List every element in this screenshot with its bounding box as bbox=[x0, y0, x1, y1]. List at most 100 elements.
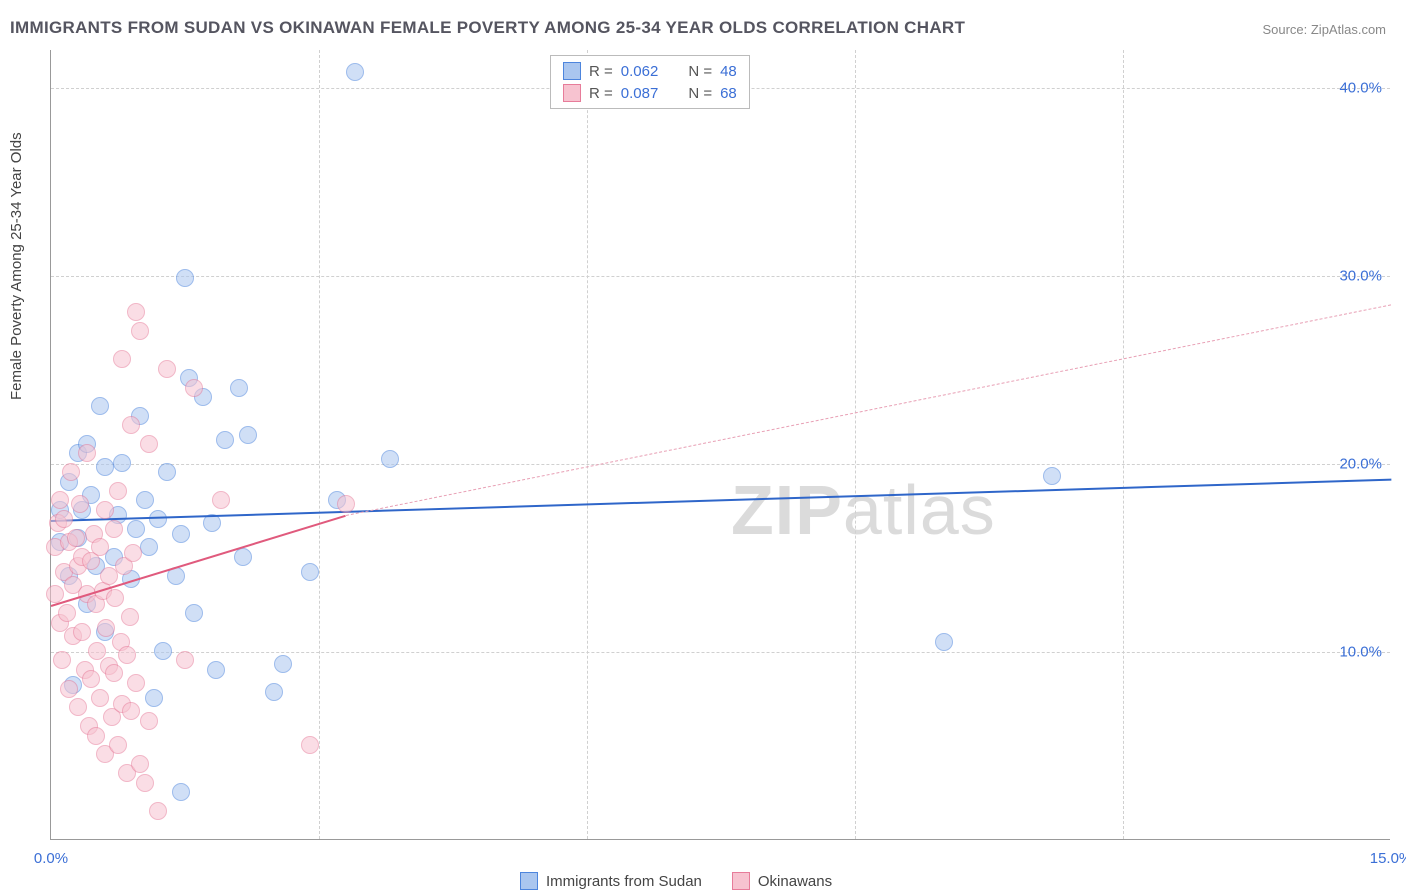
scatter-point bbox=[136, 774, 154, 792]
scatter-point bbox=[109, 482, 127, 500]
scatter-point bbox=[71, 495, 89, 513]
scatter-point bbox=[154, 642, 172, 660]
scatter-point bbox=[176, 269, 194, 287]
scatter-point bbox=[216, 431, 234, 449]
scatter-point bbox=[96, 458, 114, 476]
scatter-point bbox=[113, 350, 131, 368]
source-label: Source: ZipAtlas.com bbox=[1262, 22, 1386, 37]
y-tick-label: 30.0% bbox=[1339, 267, 1382, 284]
scatter-point bbox=[96, 501, 114, 519]
legend-n-value: 48 bbox=[720, 63, 737, 80]
scatter-point bbox=[274, 655, 292, 673]
scatter-point bbox=[935, 633, 953, 651]
scatter-point bbox=[127, 674, 145, 692]
legend-n-value: 68 bbox=[720, 85, 737, 102]
scatter-point bbox=[381, 450, 399, 468]
scatter-point bbox=[124, 544, 142, 562]
scatter-point bbox=[140, 538, 158, 556]
scatter-point bbox=[105, 520, 123, 538]
scatter-point bbox=[106, 589, 124, 607]
legend-r-label: R = bbox=[589, 85, 613, 102]
scatter-point bbox=[346, 63, 364, 81]
scatter-point bbox=[265, 683, 283, 701]
legend-r-label: R = bbox=[589, 63, 613, 80]
scatter-point bbox=[122, 416, 140, 434]
chart-plot-area: ZIPatlas 10.0%20.0%30.0%40.0%0.0%15.0% bbox=[50, 50, 1390, 840]
scatter-point bbox=[158, 360, 176, 378]
scatter-point bbox=[140, 435, 158, 453]
scatter-point bbox=[60, 680, 78, 698]
scatter-point bbox=[230, 379, 248, 397]
x-tick-label: 0.0% bbox=[34, 850, 68, 867]
scatter-point bbox=[58, 604, 76, 622]
legend-series-item: Immigrants from Sudan bbox=[520, 872, 702, 890]
grid-line-horizontal bbox=[51, 652, 1390, 653]
scatter-point bbox=[172, 783, 190, 801]
scatter-point bbox=[185, 604, 203, 622]
y-axis-label: Female Poverty Among 25-34 Year Olds bbox=[8, 132, 25, 400]
scatter-point bbox=[121, 608, 139, 626]
scatter-point bbox=[207, 661, 225, 679]
legend-stats-row: R = 0.062 N = 48 bbox=[563, 60, 737, 82]
scatter-point bbox=[127, 303, 145, 321]
scatter-point bbox=[136, 491, 154, 509]
scatter-point bbox=[78, 444, 96, 462]
scatter-point bbox=[109, 736, 127, 754]
scatter-point bbox=[69, 698, 87, 716]
x-tick-label: 15.0% bbox=[1370, 850, 1406, 867]
grid-line-horizontal bbox=[51, 464, 1390, 465]
grid-line-vertical bbox=[1123, 50, 1124, 839]
scatter-point bbox=[301, 563, 319, 581]
scatter-point bbox=[149, 510, 167, 528]
scatter-point bbox=[149, 802, 167, 820]
scatter-point bbox=[53, 651, 71, 669]
trend-line bbox=[51, 479, 1391, 522]
legend-swatch bbox=[563, 84, 581, 102]
scatter-point bbox=[91, 538, 109, 556]
scatter-point bbox=[73, 623, 91, 641]
scatter-point bbox=[55, 510, 73, 528]
legend-n-label: N = bbox=[688, 63, 712, 80]
legend-swatch bbox=[563, 62, 581, 80]
scatter-point bbox=[127, 520, 145, 538]
scatter-point bbox=[87, 727, 105, 745]
grid-line-horizontal bbox=[51, 276, 1390, 277]
watermark: ZIPatlas bbox=[731, 470, 996, 550]
scatter-point bbox=[131, 322, 149, 340]
grid-line-vertical bbox=[319, 50, 320, 839]
scatter-point bbox=[67, 529, 85, 547]
scatter-point bbox=[62, 463, 80, 481]
legend-r-value: 0.062 bbox=[621, 63, 659, 80]
scatter-point bbox=[337, 495, 355, 513]
scatter-point bbox=[239, 426, 257, 444]
scatter-point bbox=[185, 379, 203, 397]
scatter-point bbox=[145, 689, 163, 707]
scatter-point bbox=[1043, 467, 1061, 485]
scatter-point bbox=[158, 463, 176, 481]
legend-series-label: Immigrants from Sudan bbox=[546, 873, 702, 890]
scatter-point bbox=[212, 491, 230, 509]
legend-swatch bbox=[520, 872, 538, 890]
legend-r-value: 0.087 bbox=[621, 85, 659, 102]
scatter-point bbox=[140, 712, 158, 730]
scatter-point bbox=[118, 646, 136, 664]
y-tick-label: 20.0% bbox=[1339, 455, 1382, 472]
scatter-point bbox=[301, 736, 319, 754]
scatter-point bbox=[91, 397, 109, 415]
scatter-point bbox=[131, 755, 149, 773]
legend-swatch bbox=[732, 872, 750, 890]
scatter-point bbox=[113, 454, 131, 472]
y-tick-label: 10.0% bbox=[1339, 643, 1382, 660]
scatter-point bbox=[105, 664, 123, 682]
chart-title: IMMIGRANTS FROM SUDAN VS OKINAWAN FEMALE… bbox=[10, 18, 965, 38]
scatter-point bbox=[172, 525, 190, 543]
legend-series-label: Okinawans bbox=[758, 873, 832, 890]
legend-series: Immigrants from Sudan Okinawans bbox=[520, 872, 832, 890]
grid-line-vertical bbox=[855, 50, 856, 839]
grid-line-vertical bbox=[587, 50, 588, 839]
legend-stats-row: R = 0.087N = 68 bbox=[563, 82, 737, 104]
legend-stats: R = 0.062 N = 48 R = 0.087N = 68 bbox=[550, 55, 750, 109]
scatter-point bbox=[91, 689, 109, 707]
scatter-point bbox=[122, 702, 140, 720]
scatter-point bbox=[176, 651, 194, 669]
